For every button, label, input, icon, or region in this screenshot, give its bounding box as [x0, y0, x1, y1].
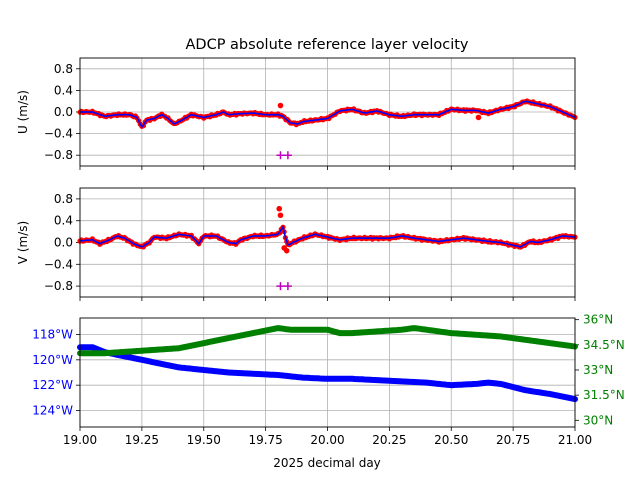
x-tick-label: 20.00 — [310, 433, 344, 447]
y-tick-label: 0.8 — [54, 62, 73, 76]
x-axis-label: 2025 decimal day — [273, 456, 381, 470]
outlier-point — [276, 205, 283, 212]
latitude-tick-label: 34.5°N — [583, 338, 625, 352]
x-tick-label: 20.75 — [496, 433, 530, 447]
longitude-tick-label: 124°W — [32, 404, 73, 418]
u-velocity-panel: 0.8 0.4 0.0 −0.4 −0.8 U (m/s) — [16, 57, 578, 170]
longitude-tick-label: 122°W — [32, 378, 73, 392]
longitude-tick-label: 120°W — [32, 353, 73, 367]
axes-frame — [79, 57, 576, 167]
y-tick-label: −0.4 — [44, 257, 73, 271]
longitude-track — [77, 344, 578, 403]
axes-frame — [79, 187, 576, 298]
plus-marker — [276, 151, 285, 160]
latitude-track — [77, 325, 578, 357]
outlier-point — [475, 114, 482, 121]
x-tick-label: 21.00 — [558, 433, 592, 447]
y-tick-label: 0.0 — [54, 236, 73, 250]
y-tick-label: −0.4 — [44, 127, 73, 141]
x-tick-label: 20.50 — [434, 433, 468, 447]
x-tick-label: 19.50 — [187, 433, 221, 447]
y-tick-label: 0.4 — [54, 83, 73, 97]
outlier-point — [277, 212, 284, 219]
x-tick-label: 19.25 — [125, 433, 159, 447]
smoothed-line — [79, 100, 576, 129]
smoothed-line — [79, 225, 576, 248]
x-tick-label: 20.25 — [372, 433, 406, 447]
chart-title: ADCP absolute reference layer velocity — [185, 37, 468, 53]
x-tick-label: 19.00 — [63, 433, 97, 447]
plus-marker — [283, 282, 292, 291]
latitude-tick-label: 31.5°N — [583, 388, 625, 402]
latitude-tick-label: 33°N — [583, 363, 613, 377]
outlier-point — [283, 247, 290, 254]
y-axis-label: U (m/s) — [16, 90, 30, 134]
longitude-tick-label: 118°W — [32, 327, 73, 341]
plus-marker — [276, 282, 285, 291]
plus-marker — [283, 151, 292, 160]
latitude-tick-label: 30°N — [583, 413, 613, 427]
outlier-point — [277, 102, 284, 109]
y-tick-label: −0.8 — [44, 148, 73, 162]
y-tick-label: 0.0 — [54, 105, 73, 119]
y-tick-label: 0.4 — [54, 214, 73, 228]
x-tick-label: 19.75 — [248, 433, 282, 447]
latitude-tick-label: 36°N — [583, 313, 613, 327]
y-tick-label: −0.8 — [44, 279, 73, 293]
y-axis-label: V (m/s) — [16, 221, 30, 264]
y-tick-label: 0.8 — [54, 192, 73, 206]
v-velocity-panel: 0.8 0.4 0.0 −0.4 −0.8 V (m/s) — [16, 187, 578, 301]
axes-frame — [79, 317, 576, 428]
position-panel: 118°W 120°W 122°W 124°W 36°N 34.5°N 33°N 31.5°N… — [32, 313, 624, 447]
